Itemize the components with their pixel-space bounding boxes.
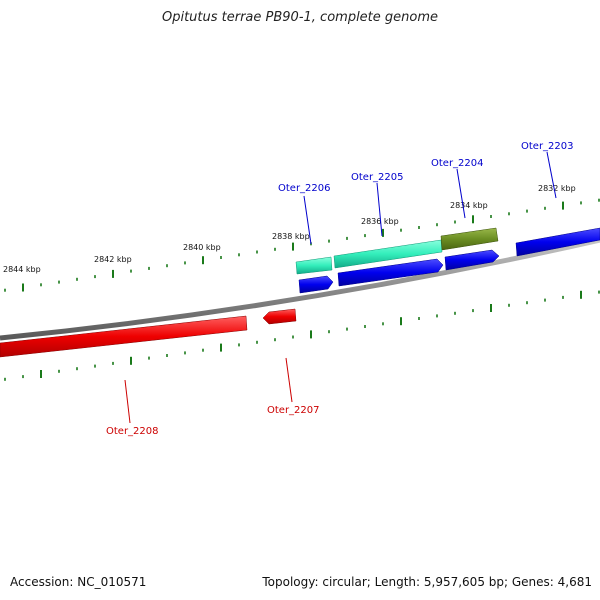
gene-label-oter-2207[interactable]: Oter_2207 [267, 405, 320, 416]
feature-teal-2[interactable] [333, 239, 443, 269]
leader-oter-2204 [456, 168, 466, 219]
kbp-label-2840: 2840 kbp [183, 243, 221, 252]
leader-oter-2206 [303, 195, 312, 245]
leader-oter-2203 [546, 151, 557, 199]
feature-teal-1[interactable] [295, 256, 333, 275]
genome-title: Opitutus terrae PB90-1, complete genome [161, 10, 439, 25]
gene-label-oter-2205[interactable]: Oter_2205 [351, 172, 404, 183]
cds-oter-2203[interactable] [515, 227, 600, 257]
kbp-label-2832: 2832 kbp [538, 184, 576, 193]
scale-ticks-inner [4, 290, 600, 381]
gene-label-oter-2204[interactable]: Oter_2204 [431, 158, 484, 169]
leader-oter-2207 [285, 357, 293, 403]
gene-label-oter-2206[interactable]: Oter_2206 [278, 183, 331, 194]
leader-oter-2208 [124, 379, 131, 424]
cds-oter-2206[interactable] [298, 275, 334, 294]
scale-ticks-outer [4, 198, 600, 292]
leader-oter-2205 [376, 182, 383, 237]
feature-olive[interactable] [440, 227, 499, 251]
gene-label-oter-2203[interactable]: Oter_2203 [521, 141, 574, 152]
accession-text: Accession: NC_010571 [10, 575, 147, 589]
kbp-label-2834: 2834 kbp [450, 201, 488, 210]
kbp-label-2842: 2842 kbp [94, 255, 132, 264]
kbp-label-2836: 2836 kbp [361, 217, 399, 226]
kbp-label-2838: 2838 kbp [272, 232, 310, 241]
cds-oter-2208[interactable] [0, 315, 248, 358]
kbp-label-2844: 2844 kbp [3, 265, 41, 274]
genome-backbone [0, 237, 600, 341]
cds-oter-2205[interactable] [337, 258, 444, 287]
gene-label-oter-2208[interactable]: Oter_2208 [106, 426, 159, 437]
genome-summary-text: Topology: circular; Length: 5,957,605 bp… [262, 575, 592, 589]
cds-oter-2207[interactable] [262, 308, 297, 325]
cds-oter-2204[interactable] [444, 249, 500, 271]
